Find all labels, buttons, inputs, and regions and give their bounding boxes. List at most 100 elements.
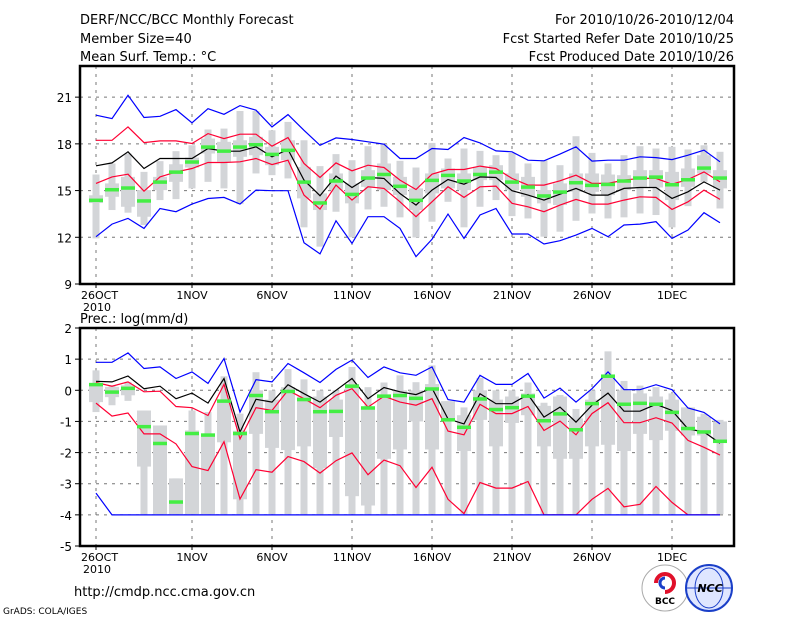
marker [409, 198, 423, 203]
marker [537, 418, 551, 423]
marker [425, 387, 439, 391]
box-bar [681, 168, 695, 187]
box-bar [201, 433, 215, 515]
x-tick-label: 1DEC [657, 289, 687, 302]
marker [665, 182, 679, 187]
variable-label: Mean Surf. Temp.: °C [80, 50, 216, 65]
marker [713, 176, 727, 180]
y-tick-label: 2 [64, 322, 72, 336]
box-bar [345, 384, 359, 497]
whisker-bar [588, 390, 596, 515]
box-bar [441, 168, 455, 189]
marker [457, 425, 471, 430]
marker [457, 179, 471, 183]
precipitation-panel: -5 -4 -3 -2 -1 0 1 2 26OCT 1NOV 6NOV 11NOV 16NOV 21NO… [60, 322, 736, 576]
box-bar [185, 430, 199, 515]
marker [617, 179, 631, 183]
x-year-label: 2010 [83, 563, 111, 576]
precip-panel-title: Prec.: log(mm/d) [80, 312, 188, 327]
box-bar [249, 390, 263, 434]
marker [505, 405, 519, 410]
box-bar [569, 418, 583, 459]
whisker-bar [716, 419, 724, 515]
x-tick-label: 16NOV [413, 289, 452, 302]
marker [137, 424, 151, 429]
marker [585, 183, 599, 188]
box-bar [441, 401, 455, 422]
y-tick-label: 15 [57, 185, 72, 199]
whisker-bar [444, 401, 452, 515]
y-tick-label: 21 [57, 91, 72, 105]
marker [489, 170, 503, 174]
series-line-lower-inner [95, 402, 720, 516]
marker [521, 185, 535, 189]
marker [201, 145, 215, 149]
x-tick-label: 11NOV [333, 551, 372, 564]
bcc-logo: BCC [641, 564, 689, 612]
box-bar [633, 393, 647, 434]
marker [601, 374, 615, 378]
marker [409, 396, 423, 401]
box-bar [233, 430, 247, 500]
box-bar [377, 394, 391, 459]
y-tick-label: 9 [64, 278, 72, 292]
whisker-bar [572, 408, 580, 515]
marker [377, 394, 391, 398]
box-bar [297, 396, 311, 447]
marker [649, 175, 663, 179]
marker [681, 178, 695, 182]
y-tick-label: -4 [60, 509, 72, 523]
marker [201, 433, 215, 437]
whisker-bar [332, 390, 340, 515]
x-tick-label: 26OCT [81, 289, 118, 302]
box-bar [601, 374, 615, 445]
marker [249, 393, 263, 398]
marker [425, 178, 439, 183]
svg-text:NCC: NCC [697, 582, 722, 595]
y-tick-label: 0 [64, 384, 72, 398]
marker [153, 441, 167, 446]
whisker-bar [684, 407, 692, 515]
marker [233, 431, 247, 436]
x-tick-label: 1DEC [657, 551, 687, 564]
marker [569, 180, 583, 185]
whisker-bar [204, 129, 212, 182]
plot-frame [78, 326, 736, 548]
marker [153, 180, 167, 184]
marker [297, 180, 311, 184]
x-tick-label: 6NOV [256, 551, 288, 564]
x-tick-label: 26NOV [573, 289, 612, 302]
marker [121, 186, 135, 190]
box-bar [713, 421, 727, 441]
marker [697, 166, 711, 170]
marker [313, 201, 327, 205]
source-url[interactable]: http://cmdp.ncc.cma.gov.cn [74, 585, 255, 600]
whisker-bar [652, 387, 660, 515]
y-tick-label: -2 [60, 447, 72, 461]
box-bar [361, 408, 375, 506]
marker [185, 160, 199, 164]
marker [553, 412, 567, 416]
box-bar [393, 390, 407, 450]
box-bar [537, 405, 551, 447]
marker [137, 199, 151, 203]
series-line-lower-inner [95, 157, 721, 218]
x-tick-label: 6NOV [256, 289, 288, 302]
marker [249, 142, 263, 147]
marker [473, 397, 487, 401]
marker [505, 180, 519, 184]
marker [345, 384, 359, 388]
marker [393, 393, 407, 398]
box-bar [265, 399, 279, 448]
produced-date: Fcst Produced Date 2010/10/26 [529, 50, 734, 65]
series-line-upper-outer [96, 352, 721, 425]
y-tick-label: -3 [60, 478, 72, 492]
box-bar [489, 399, 503, 447]
x-tick-label: 1NOV [176, 289, 208, 302]
marker [665, 410, 679, 415]
box-bar [153, 425, 167, 515]
box-bar [617, 390, 631, 452]
marker [393, 184, 407, 189]
whisker-bar [460, 407, 468, 515]
